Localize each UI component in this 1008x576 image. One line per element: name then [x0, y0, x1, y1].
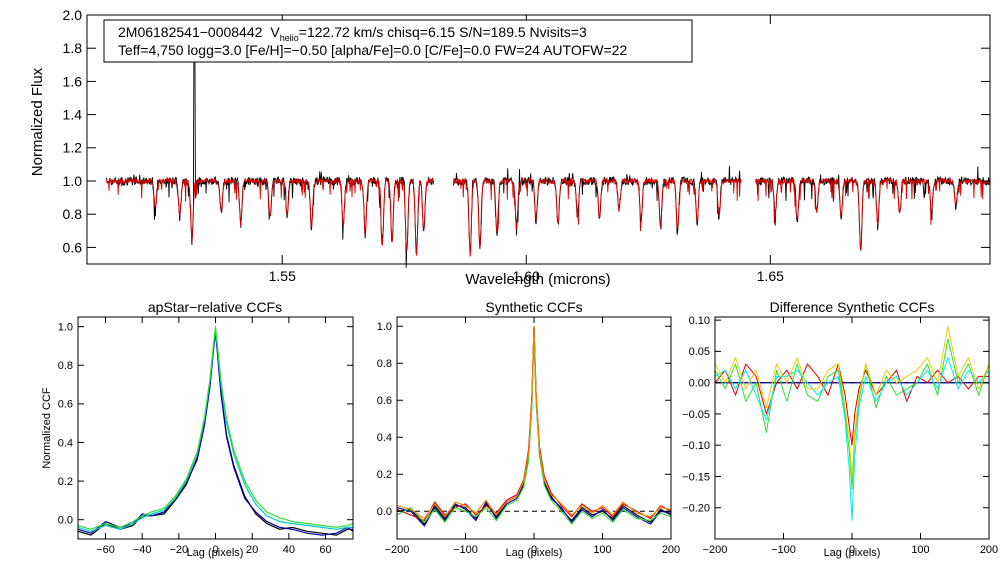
y-tick-label: 0.4: [377, 432, 392, 444]
synthetic-ccf-axes: −200 −100 0 100 200 0.0 0.2 0.4 0.6 0.8 1.0: [377, 317, 680, 556]
apstar-ccf-axes: −60 −40 −20 0 20 40 60 0.0 0.2 0.4 0.6 0.8 1.0: [58, 317, 353, 556]
spectrum-x-label: Wavelength (microns): [465, 271, 610, 288]
difference-ccf-title: Difference Synthetic CCFs: [770, 299, 935, 315]
difference-ccf-x-label: Lag (pixels): [824, 547, 881, 559]
x-tick-label: 1.65: [757, 268, 784, 284]
series-line-visit-3: [714, 338, 990, 490]
spectrum-y-label: Normalized Flux: [29, 67, 46, 176]
y-tick-label: 0.0: [377, 506, 392, 518]
synthetic-ccf-title: Synthetic CCFs: [485, 299, 582, 315]
difference-ccf-frame: [714, 316, 990, 540]
apstar-ccf-plot: [77, 326, 354, 536]
x-tick-label: −200: [385, 544, 410, 556]
x-tick-label: 200: [662, 544, 680, 556]
annotation-v-subscript: helio: [280, 33, 299, 43]
y-tick-label: 1.8: [63, 40, 83, 56]
x-tick-label: 1.60: [513, 268, 540, 284]
y-tick-label: 1.6: [63, 73, 83, 89]
y-tick-label: 0.2: [377, 469, 392, 481]
y-tick-label: 0.05: [689, 346, 710, 358]
annotation-box: [103, 19, 693, 63]
y-tick-label: −0.05: [682, 409, 710, 421]
y-tick-label: 2.0: [63, 7, 83, 23]
x-tick-label: 20: [246, 544, 258, 556]
spectrum-panel: 1.55 1.60 1.65 0.6 0.8 1.0 1.2 1.4 1.6 1.8 2.0 Wav…: [29, 7, 991, 288]
spectrum-frame: [86, 14, 991, 265]
annotation-line-1-values: =122.72 km/s chisq=6.15 S/N=189.5 Nvisit…: [299, 24, 587, 40]
x-tick-label: 1.55: [269, 268, 296, 284]
spectrum-observed-chip-1: [106, 44, 435, 268]
series-line-visit-2: [714, 363, 989, 446]
difference-ccf-plot: [714, 325, 990, 521]
y-tick-label: 0.10: [689, 315, 710, 327]
apstar-ccf-frame: [77, 316, 354, 540]
y-tick-label: −0.10: [682, 440, 710, 452]
x-tick-label: 60: [319, 544, 331, 556]
y-tick-label: 1.0: [58, 322, 73, 334]
series-line-combined: [396, 325, 672, 525]
series-line-visit-2: [77, 328, 353, 532]
spectrum-model-chip-3: [755, 177, 991, 251]
x-tick-label: 0: [212, 544, 218, 556]
x-tick-label: 200: [980, 544, 998, 556]
y-tick-label: 1.4: [63, 107, 83, 123]
x-tick-label: −100: [453, 544, 478, 556]
x-tick-label: 100: [911, 544, 929, 556]
apstar-ccf-title: apStar−relative CCFs: [148, 299, 282, 315]
apstar-ccf-y-label: Normalized CCF: [41, 387, 53, 469]
series-line-visit-1: [77, 331, 354, 536]
annotation-star-id: 2M06182541−0008442: [118, 24, 263, 40]
x-tick-label: −20: [169, 544, 188, 556]
series-line-visit-4: [714, 357, 990, 521]
x-tick-label: 40: [283, 544, 295, 556]
y-tick-label: 0.8: [63, 206, 83, 222]
annotation-line-1: 2M06182541−0008442 Vhelio=122.72 km/s chi…: [118, 24, 587, 43]
synthetic-ccf-plot: [396, 325, 672, 527]
series-line-visit-4: [396, 325, 672, 520]
y-tick-label: −0.20: [682, 503, 710, 515]
x-tick-label: −200: [703, 544, 728, 556]
series-line-combined: [77, 329, 353, 536]
synthetic-ccf-x-label: Lag (pixels): [506, 547, 563, 559]
y-tick-label: 0.00: [689, 378, 710, 390]
series-line-visit-2: [396, 325, 672, 522]
y-tick-label: −0.15: [682, 471, 710, 483]
y-tick-label: 0.4: [58, 437, 73, 449]
y-tick-label: 0.6: [63, 239, 83, 255]
difference-ccf-axes: −200 −100 0 100 200 −0.20 −0.15 −0.10 −0.05 0.00 0…: [682, 315, 998, 556]
series-line-visit-3: [396, 331, 672, 525]
series-line-visit-1: [396, 327, 672, 527]
y-tick-label: 0.6: [377, 395, 392, 407]
apstar-ccf-panel: apStar−relative CCFs −60 −40 −20 0 20 40 60 0.0…: [41, 299, 354, 559]
difference-ccf-panel: Difference Synthetic CCFs −200 −100 0 100 20…: [682, 299, 998, 559]
spectrum-plot: [106, 44, 991, 268]
y-tick-label: 1.0: [377, 321, 392, 333]
x-tick-label: 0: [849, 544, 855, 556]
spectrum-axes: 1.55 1.60 1.65 0.6 0.8 1.0 1.2 1.4 1.6 1.8 2.0: [63, 7, 990, 284]
spectrum-model-chip-1: [106, 177, 434, 256]
x-tick-label: −60: [96, 544, 115, 556]
series-line-visit-5: [714, 325, 990, 477]
y-tick-label: 0.8: [377, 358, 392, 370]
annotation-line-2: Teff=4,750 logg=3.0 [Fe/H]=−0.50 [alpha/…: [118, 42, 627, 58]
y-tick-label: 1.0: [63, 173, 83, 189]
x-tick-label: 0: [531, 544, 537, 556]
y-tick-label: 0.2: [58, 476, 73, 488]
spectrum-model-chip-2: [452, 177, 742, 257]
y-tick-label: 0.8: [58, 360, 73, 372]
y-tick-label: 0.0: [58, 515, 73, 527]
series-line-visit-3: [77, 326, 354, 530]
y-tick-label: 1.2: [63, 140, 83, 156]
apstar-ccf-x-label: Lag (pixels): [187, 547, 244, 559]
spectrum-observed-chip-3: [755, 166, 991, 251]
y-tick-label: 0.6: [58, 399, 73, 411]
synthetic-ccf-panel: Synthetic CCFs −200 −100 0 100 200 0.0 0.2 0.4 0…: [377, 299, 680, 559]
x-tick-label: −100: [771, 544, 796, 556]
x-tick-label: −40: [133, 544, 152, 556]
annotation-v-symbol: V: [270, 24, 280, 40]
x-tick-label: 100: [593, 544, 611, 556]
